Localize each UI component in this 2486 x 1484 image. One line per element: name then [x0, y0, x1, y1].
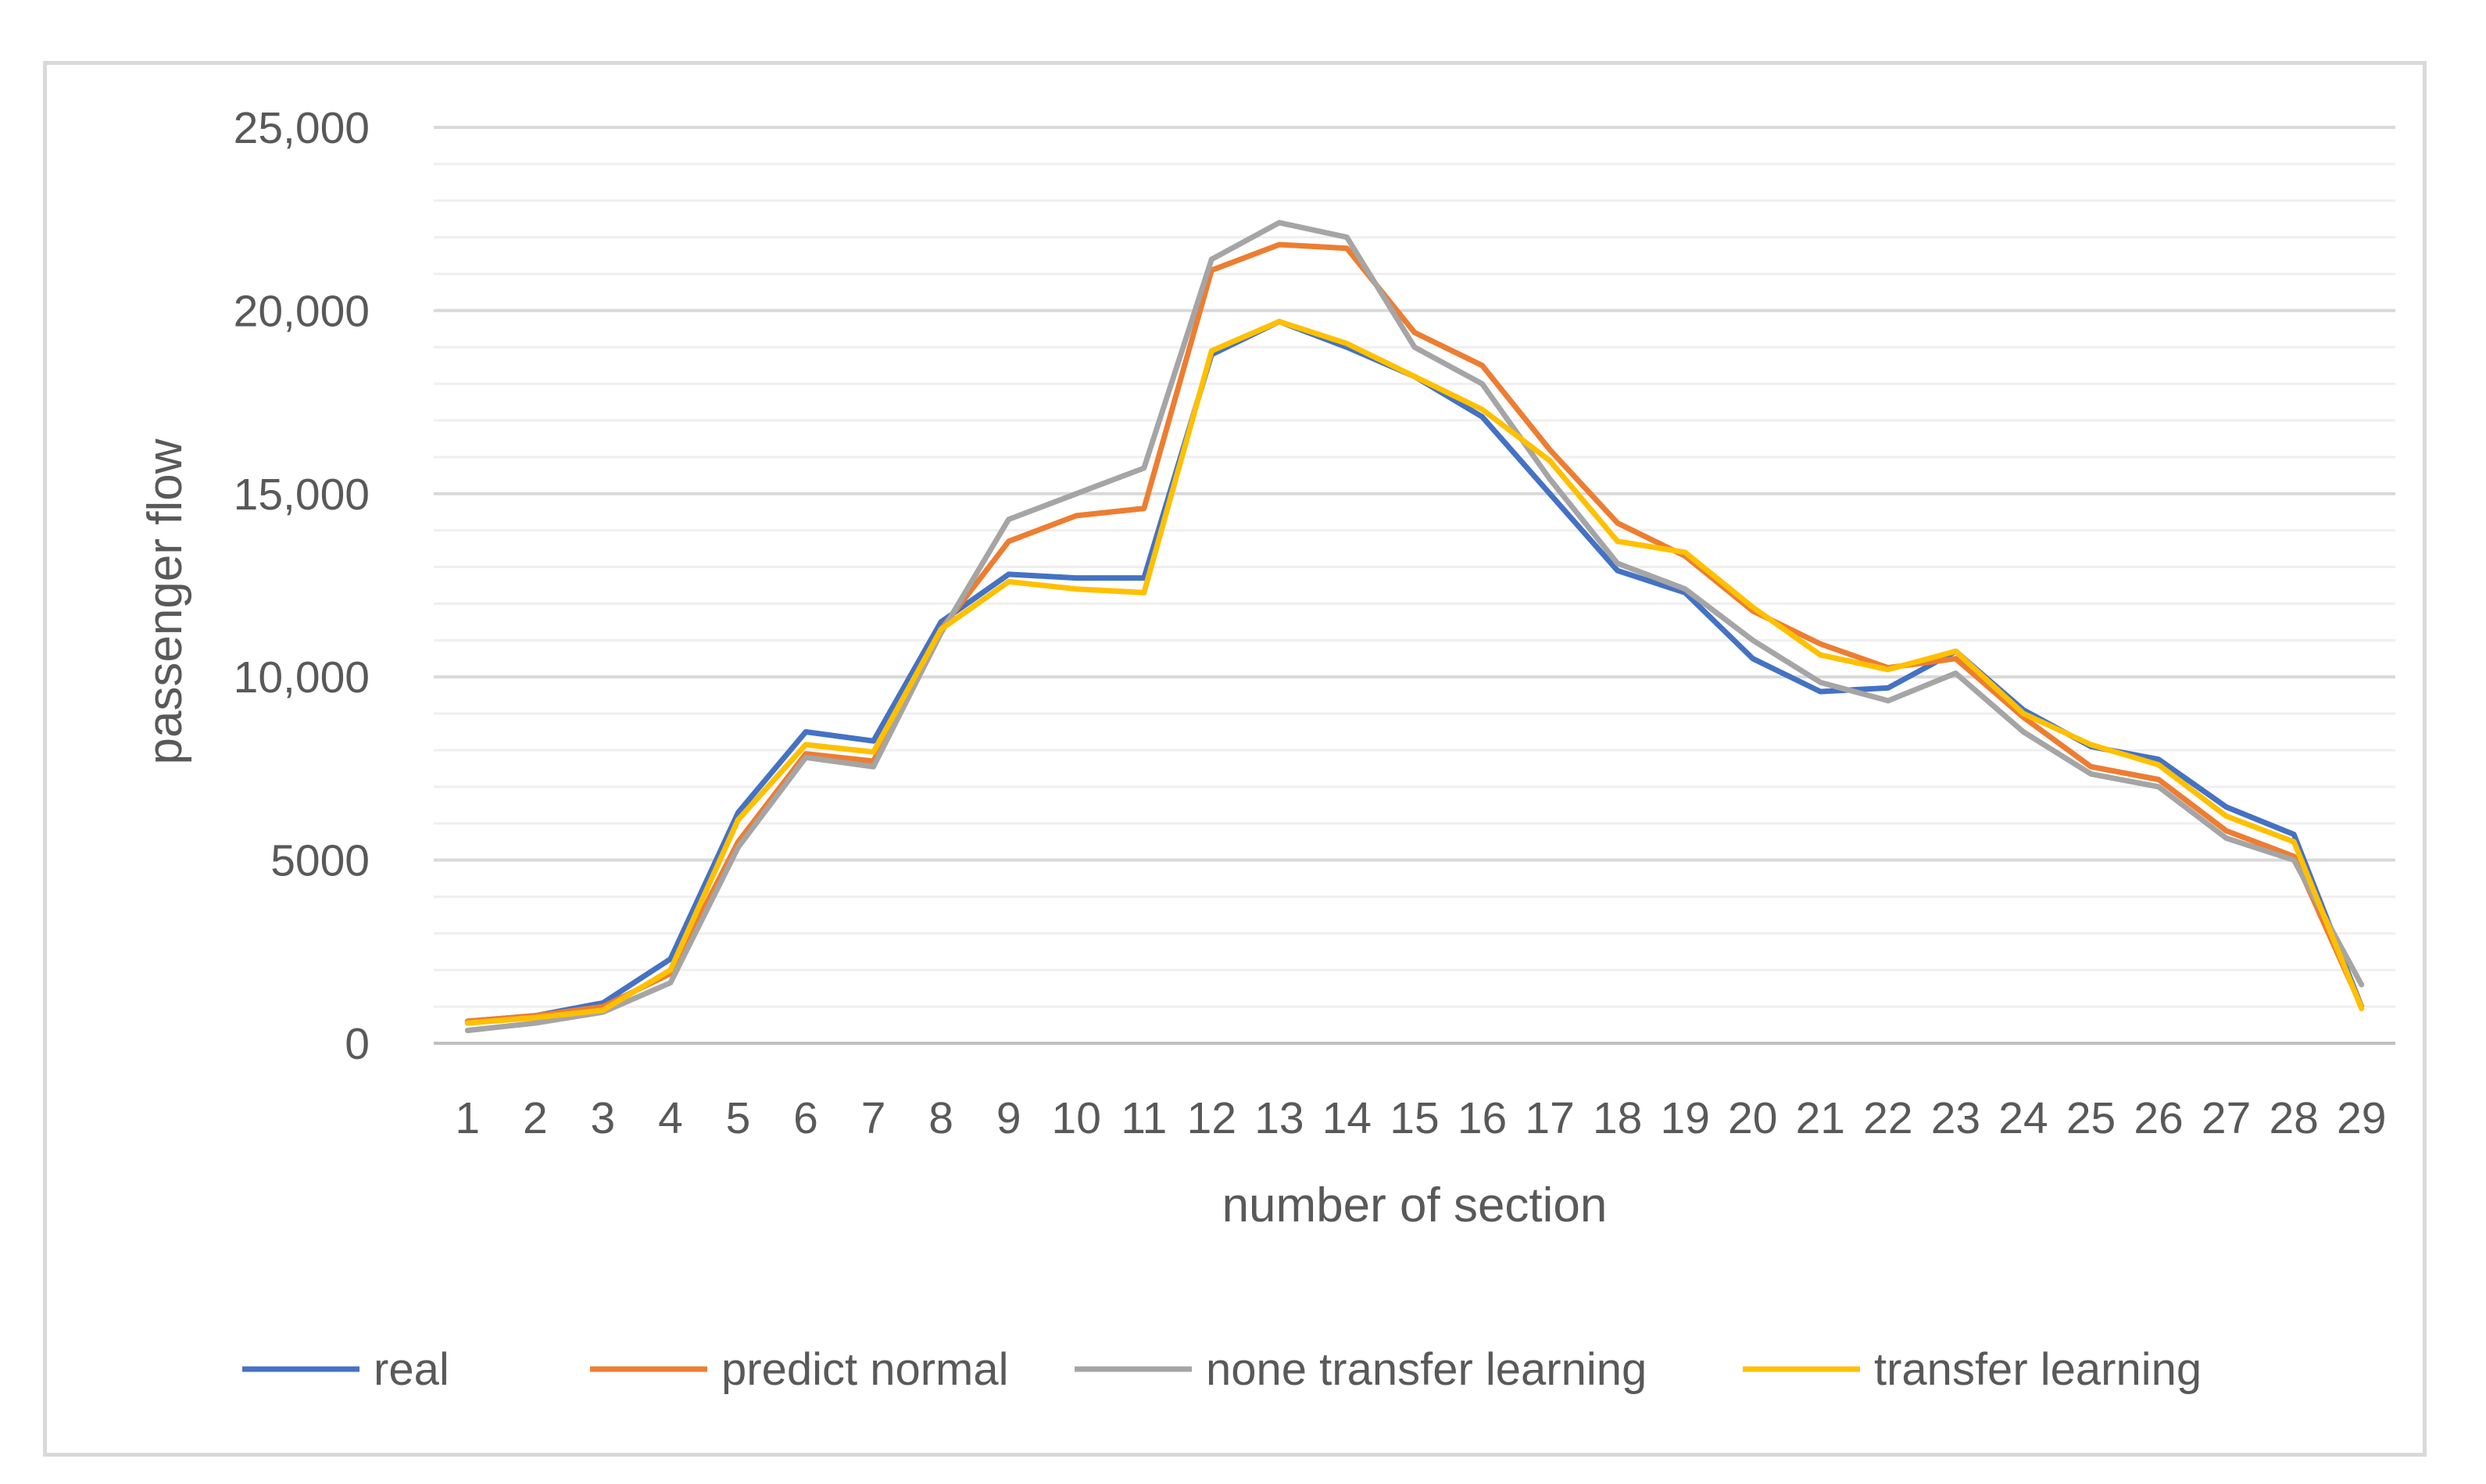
y-tick-label: 25,000 [234, 103, 370, 153]
legend-label: transfer learning [1874, 1344, 2202, 1395]
series-lines [464, 220, 2365, 1034]
x-tick-label: 28 [2269, 1093, 2318, 1143]
series-line-none-transfer-learning [464, 220, 2365, 1034]
x-tick-label: 2 [523, 1093, 548, 1143]
minor-gridlines [434, 163, 2395, 1008]
series-line-transfer-learning [464, 319, 2365, 1026]
x-axis-label: number of section [1222, 1178, 1608, 1232]
chart-frame [43, 61, 2427, 1457]
x-tick-label: 23 [1931, 1093, 1980, 1143]
x-tick-label: 8 [928, 1093, 953, 1143]
y-axis-tick-labels: 0 5000 10,000 15,000 20,000 25,000 [234, 103, 370, 1069]
x-tick-label: 1 [455, 1093, 480, 1143]
y-tick-label: 5000 [270, 836, 370, 886]
y-tick-label: 20,000 [234, 286, 370, 336]
x-tick-label: 18 [1593, 1093, 1642, 1143]
legend-label: predict normal [721, 1344, 1008, 1395]
x-tick-label: 29 [2337, 1093, 2386, 1143]
x-tick-label: 12 [1187, 1093, 1236, 1143]
y-tick-label: 0 [345, 1019, 370, 1069]
x-tick-label: 13 [1254, 1093, 1304, 1143]
x-tick-label: 6 [793, 1093, 818, 1143]
series-line-real [464, 319, 2365, 1024]
x-tick-label: 11 [1121, 1093, 1167, 1143]
x-tick-label: 19 [1661, 1093, 1710, 1143]
major-gridlines [434, 126, 2395, 1045]
x-tick-label: 22 [1863, 1093, 1912, 1143]
x-tick-label: 3 [591, 1093, 616, 1143]
legend: real predict normal none transfer learning… [242, 1344, 2202, 1395]
y-axis-label: passenger flow [138, 438, 192, 764]
legend-label: none transfer learning [1206, 1344, 1647, 1395]
x-tick-label: 4 [658, 1093, 683, 1143]
y-tick-label: 10,000 [234, 653, 370, 703]
y-tick-label: 15,000 [234, 470, 370, 520]
legend-label: real [374, 1344, 449, 1395]
x-tick-label: 9 [996, 1093, 1021, 1143]
x-tick-label: 24 [1998, 1093, 2048, 1143]
x-tick-label: 16 [1458, 1093, 1507, 1143]
x-tick-label: 21 [1796, 1093, 1845, 1143]
x-tick-label: 14 [1322, 1093, 1372, 1143]
x-tick-label: 20 [1728, 1093, 1777, 1143]
x-tick-label: 10 [1052, 1093, 1101, 1143]
x-tick-label: 26 [2134, 1093, 2183, 1143]
x-tick-label: 5 [726, 1093, 751, 1143]
x-tick-label: 7 [861, 1093, 886, 1143]
x-tick-label: 15 [1390, 1093, 1439, 1143]
x-tick-label: 25 [2066, 1093, 2116, 1143]
x-tick-label: 27 [2202, 1093, 2251, 1143]
series-line-predict-normal [464, 241, 2365, 1024]
x-axis-tick-labels: 1 2 3 4 5 6 7 8 9 10 11 12 13 14 15 16 17 18 19 20 21 22 23 24 2… [455, 1093, 2386, 1143]
x-tick-label: 17 [1525, 1093, 1574, 1143]
